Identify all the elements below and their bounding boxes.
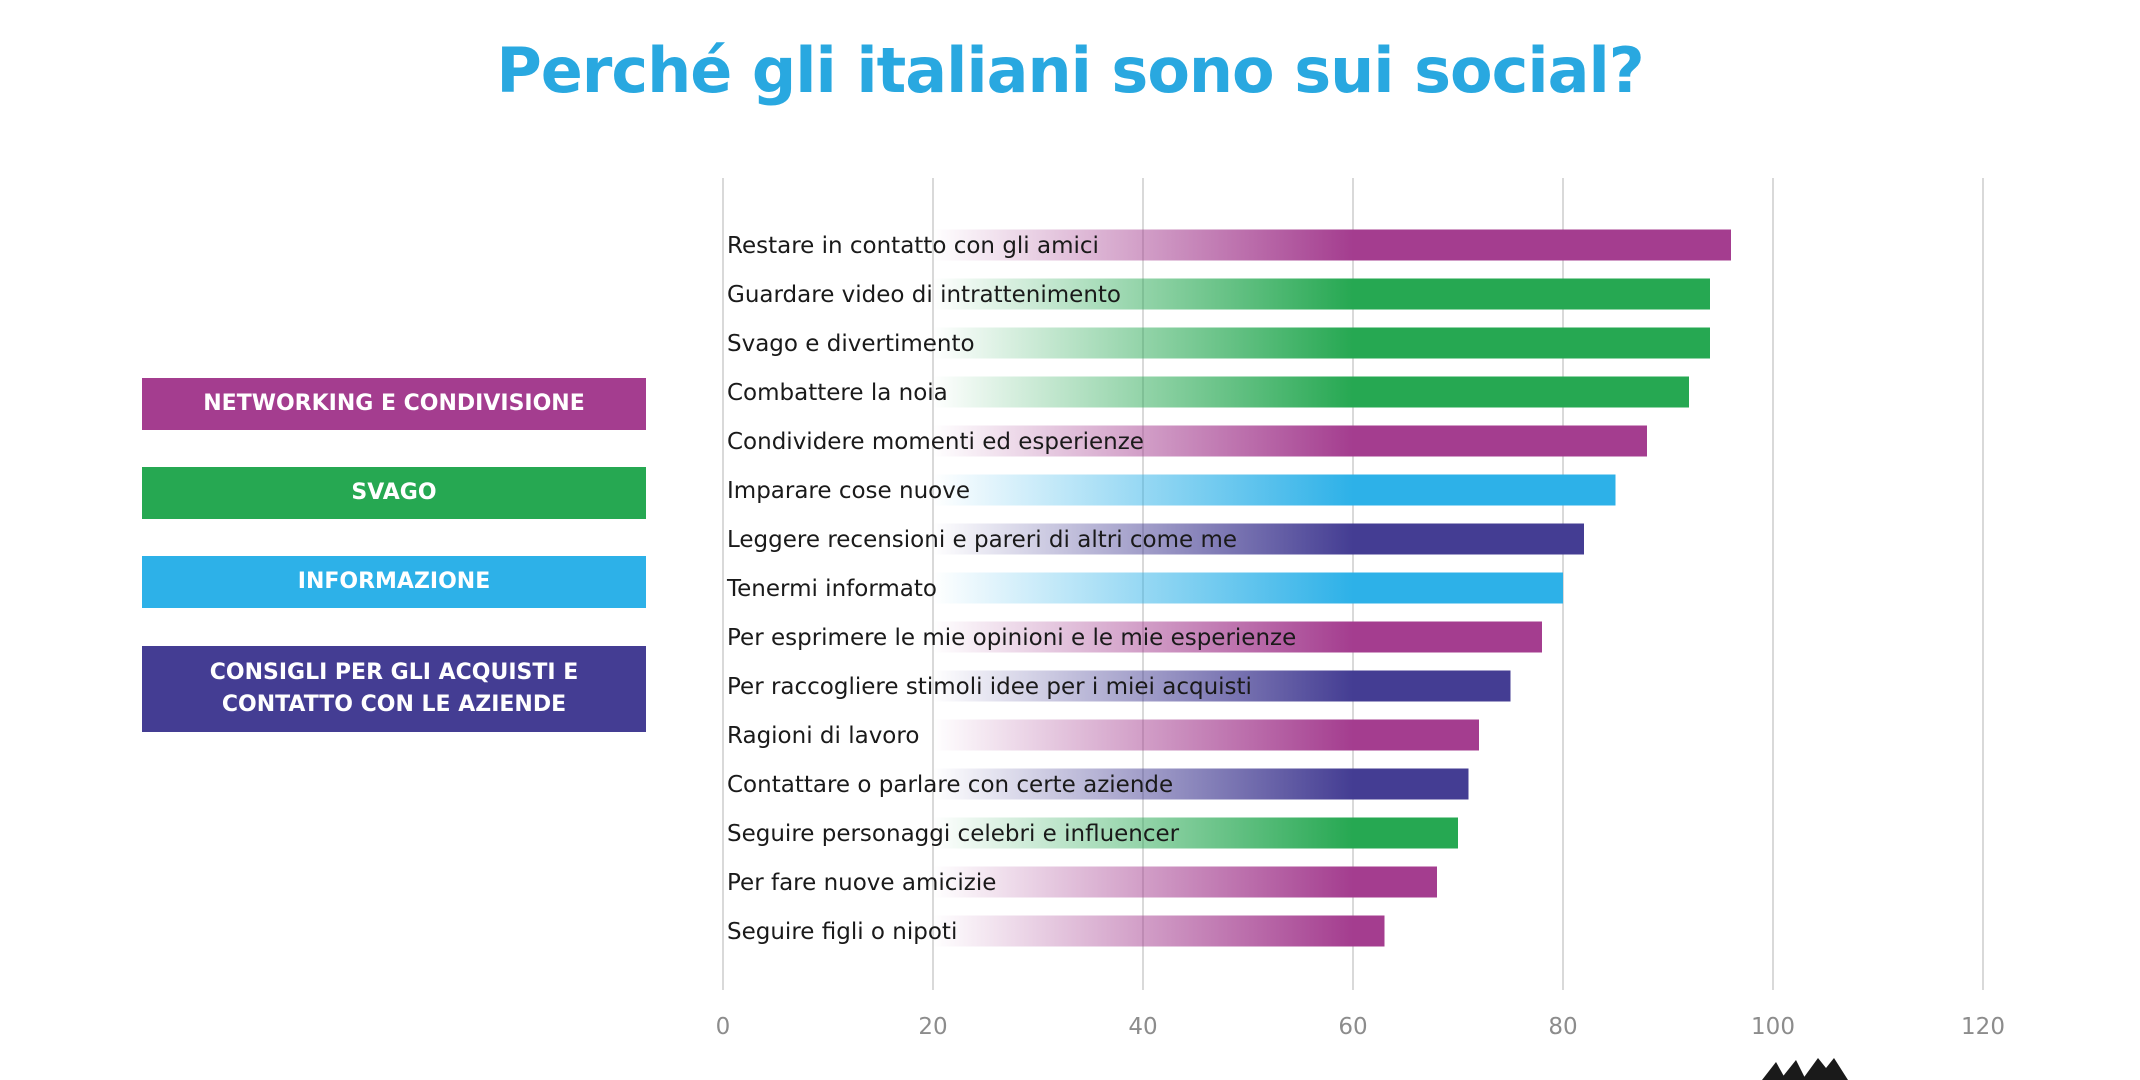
bar-9	[723, 621, 1542, 653]
bar-label-11: Ragioni di lavoro	[727, 723, 919, 749]
bar-label-10: Per raccogliere stimoli idee per i miei …	[727, 674, 1252, 700]
legend-svago: SVAGO	[142, 467, 646, 519]
x-tick-label-40: 40	[1128, 1014, 1157, 1040]
bar-label-6: Imparare cose nuove	[727, 478, 970, 504]
bar-label-14: Per fare nuove amicizie	[727, 870, 996, 896]
bars	[723, 229, 1731, 947]
x-tick-label-60: 60	[1338, 1014, 1367, 1040]
bar-8	[723, 572, 1563, 604]
x-tick-label-20: 20	[918, 1014, 947, 1040]
bar-1	[723, 229, 1731, 261]
bar-14	[723, 866, 1437, 898]
legend-acquisti: CONSIGLI PER GLI ACQUISTI E CONTATTO CON…	[142, 646, 646, 732]
bar-label-5: Condividere momenti ed esperienze	[727, 429, 1144, 455]
bar-10	[723, 670, 1511, 702]
bar-label-1: Restare in contatto con gli amici	[727, 233, 1099, 259]
bar-11	[723, 719, 1479, 751]
legend-svago-label: SVAGO	[351, 480, 437, 505]
bar-4	[723, 376, 1689, 408]
bar-label-15: Seguire figli o nipoti	[727, 919, 957, 945]
x-axis-ticks: 0 20 40 60 80 100 120	[716, 1014, 2005, 1040]
bar-label-13: Seguire personaggi celebri e influencer	[727, 821, 1180, 847]
bar-label-2: Guardare video di intrattenimento	[727, 282, 1121, 308]
bar-5	[723, 425, 1647, 457]
legend-networking-label: NETWORKING E CONDIVISIONE	[203, 391, 585, 416]
bar-2	[723, 278, 1710, 310]
x-tick-label-100: 100	[1751, 1014, 1795, 1040]
bar-6	[723, 474, 1616, 506]
chart-title: Perché gli italiani sono sui social?	[496, 34, 1644, 107]
x-tick-label-80: 80	[1548, 1014, 1577, 1040]
legend-acquisti-label-line-1: CONSIGLI PER GLI ACQUISTI E	[209, 660, 579, 685]
bar-13	[723, 817, 1458, 849]
bar-7	[723, 523, 1584, 555]
legend-networking: NETWORKING E CONDIVISIONE	[142, 378, 646, 430]
x-tick-label-0: 0	[716, 1014, 731, 1040]
legend-informazione: INFORMAZIONE	[142, 556, 646, 608]
bar-label-4: Combattere la noia	[727, 380, 948, 406]
bar-15	[723, 915, 1385, 947]
bar-label-9: Per esprimere le mie opinioni e le mie e…	[727, 625, 1296, 651]
bar-label-3: Svago e divertimento	[727, 331, 975, 357]
brand-logo-icon	[1762, 1058, 1848, 1080]
bar-3	[723, 327, 1710, 359]
bar-12	[723, 768, 1469, 800]
bar-label-12: Contattare o parlare con certe aziende	[727, 772, 1173, 798]
x-tick-label-120: 120	[1961, 1014, 2005, 1040]
bar-label-7: Leggere recensioni e pareri di altri com…	[727, 527, 1237, 553]
bar-labels: Restare in contatto con gli amici Guardar…	[726, 233, 1296, 945]
legend-informazione-label: INFORMAZIONE	[297, 569, 491, 594]
bar-label-8: Tenermi informato	[726, 576, 937, 602]
legend-acquisti-label-line-2: CONTATTO CON LE AZIENDE	[221, 692, 567, 717]
